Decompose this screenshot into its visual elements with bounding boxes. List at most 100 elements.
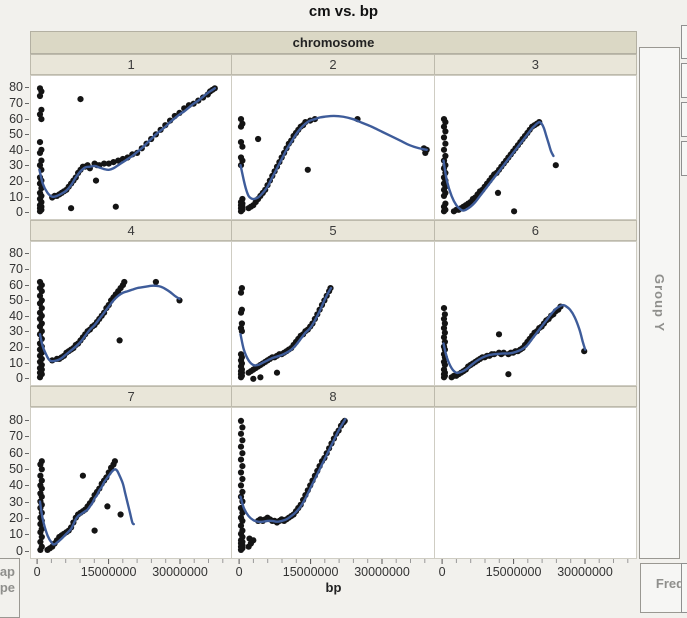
panel-canvas-4[interactable] — [31, 242, 231, 385]
scatter-point[interactable] — [239, 475, 246, 483]
scatter-point[interactable] — [238, 139, 245, 146]
scatter-point[interactable] — [239, 463, 246, 470]
scatter-point[interactable] — [510, 208, 517, 215]
scatter-point[interactable] — [111, 458, 118, 465]
scatter-point[interactable] — [504, 371, 512, 378]
x-axis-title[interactable]: bp — [325, 580, 342, 595]
scatter-point[interactable] — [38, 116, 45, 123]
scatter-point[interactable] — [238, 443, 245, 450]
scatter-point[interactable] — [257, 374, 264, 381]
scatter-point[interactable] — [68, 205, 75, 212]
scatter-point[interactable] — [38, 543, 45, 550]
scatter-point[interactable] — [239, 285, 246, 292]
scatter-point[interactable] — [441, 329, 448, 336]
scatter-point[interactable] — [239, 320, 246, 327]
scatter-point[interactable] — [38, 106, 45, 113]
smoother-line[interactable] — [441, 303, 587, 375]
panel-canvas-5[interactable] — [232, 242, 433, 385]
scatter-point[interactable] — [441, 200, 449, 207]
scatter-point[interactable] — [239, 509, 246, 516]
scatter-point[interactable] — [101, 160, 108, 167]
scatter-point[interactable] — [440, 366, 447, 373]
scatter-point[interactable] — [440, 146, 447, 153]
scatter-point[interactable] — [238, 417, 245, 424]
panel-plot-5[interactable] — [231, 241, 435, 386]
panel-plot-4[interactable] — [30, 241, 233, 386]
element-palette-box[interactable] — [681, 25, 687, 59]
x-axis-col-3[interactable]: 0 15000000 30000000 — [435, 559, 637, 579]
scatter-point[interactable] — [255, 135, 262, 143]
scatter-point[interactable] — [37, 490, 44, 497]
smoother-line[interactable] — [441, 120, 555, 212]
scatter-point[interactable] — [238, 514, 245, 521]
x-axis-col-2[interactable]: 0 15000000 30000000 — [232, 559, 434, 579]
scatter-point[interactable] — [117, 511, 124, 518]
scatter-point[interactable] — [115, 157, 122, 164]
panel-canvas-6[interactable] — [435, 242, 636, 385]
scatter-point[interactable] — [36, 85, 44, 92]
scatter-point[interactable] — [104, 503, 111, 510]
scatter-point[interactable] — [440, 134, 447, 141]
scatter-point[interactable] — [238, 469, 245, 476]
scatter-point[interactable] — [152, 278, 159, 286]
y-axis-row-1[interactable]: 0 10 20 30 40 50 60 70 80 — [0, 75, 30, 220]
scatter-point[interactable] — [239, 424, 246, 431]
scatter-point[interactable] — [36, 189, 44, 196]
scatter-point[interactable] — [250, 375, 257, 382]
scatter-point[interactable] — [495, 331, 502, 338]
panel-plot-empty[interactable] — [433, 407, 637, 559]
scatter-point[interactable] — [238, 482, 245, 489]
scatter-point[interactable] — [38, 525, 45, 533]
scatter-point[interactable] — [121, 278, 128, 286]
panel-plot-2[interactable] — [231, 75, 435, 220]
scatter-point[interactable] — [112, 203, 119, 210]
scatter-point[interactable] — [238, 154, 245, 161]
panel-canvas-2[interactable] — [232, 76, 433, 219]
scatter-point[interactable] — [238, 430, 245, 437]
freq-dropzone[interactable]: Freq — [640, 563, 687, 613]
scatter-point[interactable] — [440, 116, 447, 123]
scatter-point[interactable] — [79, 472, 86, 479]
scatter-point[interactable] — [239, 437, 246, 444]
panel-plot-8[interactable] — [231, 407, 435, 559]
smoother-line[interactable] — [239, 286, 333, 367]
smoother-line[interactable] — [239, 114, 429, 201]
scatter-point[interactable] — [36, 139, 44, 146]
scatter-point[interactable] — [105, 160, 112, 167]
scatter-point[interactable] — [440, 325, 447, 332]
scatter-point[interactable] — [38, 466, 45, 473]
group-y-dropzone[interactable]: Group Y — [639, 47, 680, 559]
scatter-point[interactable] — [440, 305, 447, 312]
element-palette-box[interactable] — [681, 102, 687, 137]
scatter-point[interactable] — [38, 533, 45, 541]
smoother-line[interactable] — [38, 87, 217, 199]
scatter-point[interactable] — [37, 472, 44, 479]
scatter-point[interactable] — [441, 140, 449, 147]
scatter-point[interactable] — [305, 166, 312, 173]
scatter-point[interactable] — [38, 157, 45, 164]
scatter-point[interactable] — [37, 538, 44, 545]
y-axis-row-3[interactable]: 0 10 20 30 40 50 60 70 80 — [0, 407, 30, 559]
smoother-line[interactable] — [239, 418, 347, 524]
scatter-point[interactable] — [441, 311, 448, 318]
scatter-point[interactable] — [552, 162, 559, 169]
scatter-point[interactable] — [441, 320, 448, 327]
scatter-point[interactable] — [239, 195, 246, 203]
scatter-point[interactable] — [239, 488, 246, 495]
scatter-point[interactable] — [441, 128, 449, 135]
map-shape-dropzone[interactable]: Map Shape — [0, 558, 20, 618]
scatter-point[interactable] — [110, 159, 117, 166]
element-palette-box[interactable] — [681, 141, 687, 176]
scatter-point[interactable] — [441, 152, 449, 160]
smoother-line[interactable] — [38, 284, 181, 363]
scatter-point[interactable] — [38, 146, 45, 153]
panel-plot-3[interactable] — [433, 75, 637, 220]
scatter-point[interactable] — [238, 351, 245, 358]
scatter-point[interactable] — [238, 456, 245, 463]
smoother-line[interactable] — [38, 468, 135, 546]
scatter-point[interactable] — [239, 306, 246, 313]
group-column-band[interactable]: chromosome — [30, 31, 637, 54]
scatter-point[interactable] — [36, 278, 44, 286]
scatter-point[interactable] — [239, 450, 246, 457]
scatter-point[interactable] — [238, 116, 245, 123]
